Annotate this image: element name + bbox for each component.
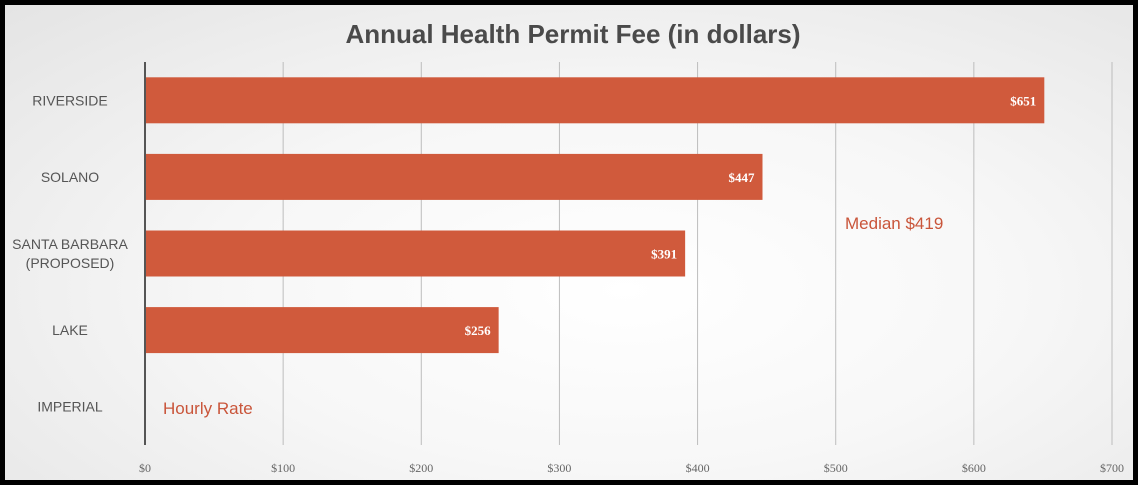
- x-tick-label: $200: [409, 461, 433, 475]
- bar: [145, 230, 686, 277]
- x-tick-label: $0: [139, 461, 151, 475]
- bar: [145, 153, 763, 200]
- x-tick-label: $600: [962, 461, 986, 475]
- x-tick-label: $400: [686, 461, 710, 475]
- data-label: $651: [1010, 93, 1036, 108]
- data-label: $256: [465, 323, 492, 338]
- chart-frame: Annual Health Permit Fee (in dollars) $0…: [5, 5, 1133, 480]
- category-label: RIVERSIDE: [32, 92, 107, 108]
- category-label: (PROPOSED): [26, 255, 115, 271]
- category-label: SOLANO: [41, 169, 99, 185]
- x-tick-label: $700: [1100, 461, 1124, 475]
- bar-chart: Annual Health Permit Fee (in dollars) $0…: [12, 19, 1124, 475]
- bar: [145, 307, 499, 354]
- category-label: IMPERIAL: [37, 399, 103, 415]
- hourly-rate-annotation: Hourly Rate: [163, 399, 253, 418]
- category-label: SANTA BARBARA: [12, 236, 128, 252]
- x-tick-label: $300: [547, 461, 571, 475]
- chart-title: Annual Health Permit Fee (in dollars): [345, 19, 800, 49]
- bar: [145, 77, 1045, 124]
- x-tick-label: $500: [824, 461, 848, 475]
- x-tick-label: $100: [271, 461, 295, 475]
- data-label: $447: [728, 170, 755, 185]
- median-annotation: Median $419: [845, 214, 943, 233]
- data-label: $391: [651, 247, 677, 262]
- category-label: LAKE: [52, 322, 88, 338]
